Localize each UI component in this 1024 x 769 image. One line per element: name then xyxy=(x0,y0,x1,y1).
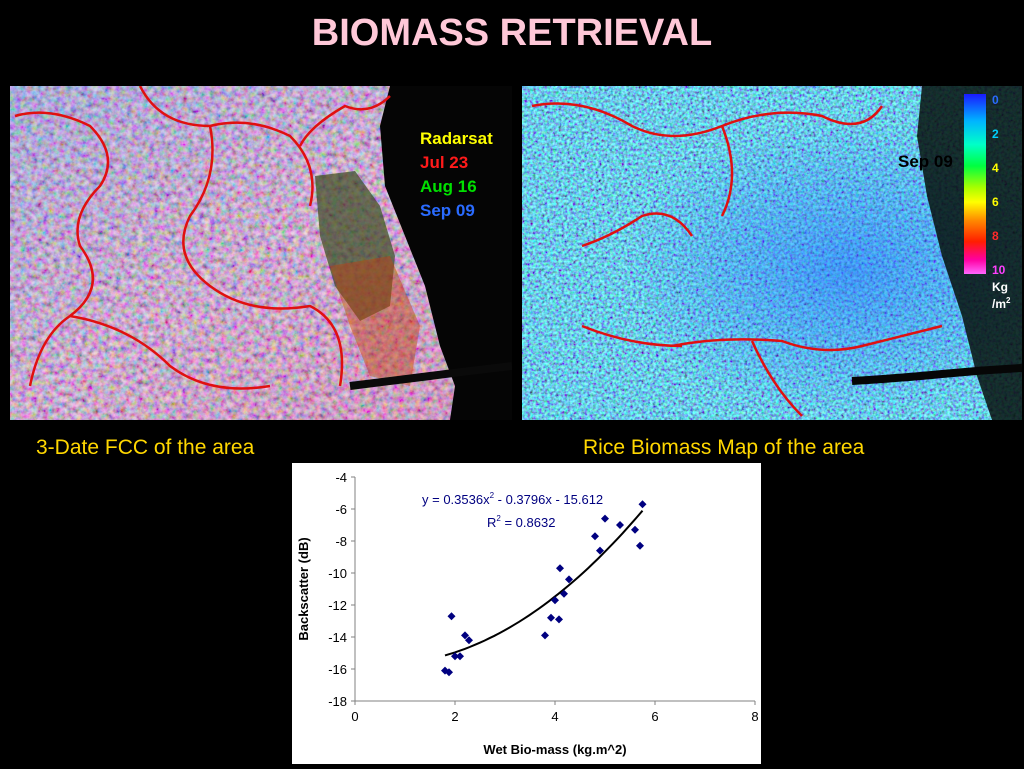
colorbar-tick-4: 4 xyxy=(992,161,999,175)
slide-title: BIOMASS RETRIEVAL xyxy=(311,12,713,54)
y-tick-label: -8 xyxy=(335,534,347,549)
colorbar-unit-line2: /m2 xyxy=(992,294,1010,311)
data-point xyxy=(456,652,464,661)
colorbar-unit-sup: 2 xyxy=(1006,296,1011,305)
equation-main: y = 0.3536x xyxy=(422,492,490,507)
data-point xyxy=(447,612,456,621)
data-point xyxy=(638,500,647,509)
data-point xyxy=(465,636,473,645)
y-tick-label: -12 xyxy=(328,598,347,613)
data-point xyxy=(556,564,564,573)
biomass-map-graphic xyxy=(522,86,1022,420)
fcc-legend: Radarsat Jul 23 Aug 16 Sep 09 xyxy=(420,127,493,223)
fcc-caption: 3-Date FCC of the area xyxy=(36,436,255,459)
x-ticks: 0 2 4 6 8 xyxy=(351,701,759,724)
y-tick-label: -6 xyxy=(335,502,347,517)
biomass-caption: Rice Biomass Map of the area xyxy=(583,436,865,459)
data-point xyxy=(451,652,459,661)
colorbar-tick-6: 6 xyxy=(992,195,999,209)
x-tick-label: 6 xyxy=(651,709,658,724)
legend-item-jul23: Jul 23 xyxy=(420,153,469,172)
data-point xyxy=(636,541,644,550)
equation-rest: - 0.3796x - 15.612 xyxy=(494,492,603,507)
colorbar-unit-denom: /m xyxy=(992,297,1007,311)
data-point xyxy=(591,532,599,541)
fcc-image-graphic xyxy=(10,86,512,420)
y-tick-label: -4 xyxy=(335,470,347,485)
x-tick-label: 0 xyxy=(351,709,358,724)
colorbar-tick-2: 2 xyxy=(992,127,999,141)
y-tick-label: -16 xyxy=(328,662,347,677)
y-tick-label: -10 xyxy=(328,566,347,581)
colorbar-tick-8: 8 xyxy=(992,229,999,243)
y-tick-label: -14 xyxy=(328,630,347,645)
y-axis-label: Backscatter (dB) xyxy=(296,537,311,640)
fcc-image xyxy=(10,86,512,420)
data-point xyxy=(445,668,453,677)
r2-value: = 0.8632 xyxy=(501,515,556,530)
colorbar-unit-line1: Kg xyxy=(992,280,1008,294)
equation-sup: 2 xyxy=(490,491,495,500)
data-points xyxy=(441,500,647,677)
biomass-colorbar xyxy=(964,94,986,274)
data-point xyxy=(616,521,624,529)
data-point xyxy=(596,546,604,555)
biomass-map-image xyxy=(522,86,1022,420)
data-point xyxy=(547,613,555,622)
x-tick-label: 2 xyxy=(451,709,458,724)
data-point xyxy=(541,631,549,640)
r2-sup: 2 xyxy=(496,514,501,523)
colorbar-unit: Kg /m2 xyxy=(992,280,1010,311)
y-ticks: -4 -6 -8 -10 -12 -14 -16 -18 xyxy=(328,470,355,709)
data-point xyxy=(601,514,609,523)
x-tick-label: 8 xyxy=(751,709,758,724)
data-point xyxy=(461,631,469,640)
data-point xyxy=(555,615,563,624)
colorbar-tick-0: 0 xyxy=(992,93,999,107)
r-squared: R2 = 0.8632 xyxy=(487,514,555,530)
legend-item-radarsat: Radarsat xyxy=(420,129,493,148)
data-point xyxy=(631,525,639,534)
plot-area xyxy=(355,477,755,701)
x-axis-label: Wet Bio-mass (kg.m^2) xyxy=(483,742,626,757)
biomass-map-date: Sep 09 xyxy=(898,152,953,171)
data-point xyxy=(565,575,573,584)
legend-item-sep09: Sep 09 xyxy=(420,201,475,220)
trend-line xyxy=(444,510,644,657)
data-point xyxy=(560,589,568,598)
trend-equation: y = 0.3536x2 - 0.3796x - 15.612 xyxy=(422,491,603,507)
data-point xyxy=(551,596,559,605)
r2-label: R xyxy=(487,515,496,530)
y-tick-label: -18 xyxy=(328,694,347,709)
x-tick-label: 4 xyxy=(551,709,558,724)
colorbar-tick-10: 10 xyxy=(992,263,1006,277)
legend-item-aug16: Aug 16 xyxy=(420,177,477,196)
